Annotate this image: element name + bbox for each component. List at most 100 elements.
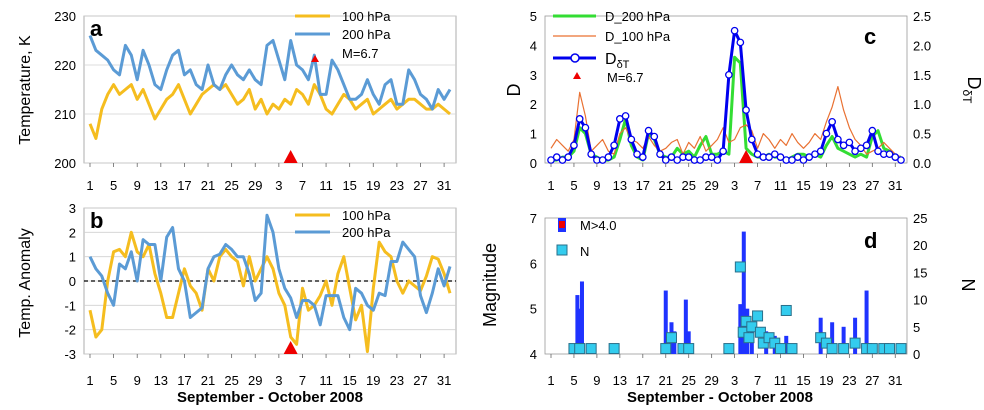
x-tick-label: 7 xyxy=(299,373,306,388)
magnitude-bar xyxy=(853,317,858,354)
panel-b-letter: b xyxy=(90,208,103,233)
count-point xyxy=(585,343,597,355)
x-tick-label: 5 xyxy=(570,373,577,388)
x-tick-label: 17 xyxy=(636,178,650,193)
legend-label-n: N xyxy=(580,244,589,259)
x-tick-label: 5 xyxy=(110,373,117,388)
series-100hpa-line xyxy=(88,83,451,140)
ddt-point xyxy=(638,153,647,161)
x-tick-label: 1 xyxy=(547,178,554,193)
x-tick-label: 29 xyxy=(248,373,262,388)
ddt-point xyxy=(822,129,831,138)
panel-d-letter: d xyxy=(864,228,877,253)
ddt-point xyxy=(587,150,596,159)
left-xaxis-title: September - October 2008 xyxy=(177,389,363,406)
x-tick-label: 15 xyxy=(342,178,356,193)
magnitude-bar xyxy=(577,308,582,354)
x-tick-label: 11 xyxy=(319,178,333,193)
y-right-tick-label: 15 xyxy=(913,265,927,280)
count-point xyxy=(838,343,850,355)
count-point xyxy=(775,343,787,355)
y-right-tick-label: 10 xyxy=(913,293,927,308)
y-tick-label: 5 xyxy=(530,9,537,24)
ddt-point xyxy=(627,135,636,144)
x-tick-label: 5 xyxy=(110,178,117,193)
ddt-point xyxy=(570,141,578,150)
ddt-point xyxy=(793,153,802,161)
ddt-point xyxy=(770,150,779,159)
ddt-point xyxy=(598,156,607,164)
count-point xyxy=(734,261,746,273)
x-tick-label: 15 xyxy=(796,373,810,388)
magnitude-bar xyxy=(741,231,746,354)
x-tick-label: 17 xyxy=(177,373,191,388)
x-tick-label: 25 xyxy=(681,178,695,193)
y-right-tick-label: 1.5 xyxy=(913,68,931,83)
x-tick-label: 7 xyxy=(754,178,761,193)
x-tick-label: 23 xyxy=(842,178,856,193)
x-tick-label: 17 xyxy=(636,373,650,388)
x-tick-label: 25 xyxy=(224,373,238,388)
legend-label-200hpa: 200 hPa xyxy=(342,225,391,240)
x-tick-label: 3 xyxy=(731,178,738,193)
y-right-tick-label: 0.5 xyxy=(913,127,931,142)
panel-d-ylabel: Magnitude xyxy=(480,243,500,327)
magnitude-bar xyxy=(686,331,691,354)
ddt-point xyxy=(730,26,739,35)
x-tick-label: 11 xyxy=(319,373,333,388)
x-tick-label: 21 xyxy=(201,178,215,193)
series-200hpa-line xyxy=(88,35,452,111)
legend-marker-magnitude-inner xyxy=(559,221,565,228)
x-tick-label: 1 xyxy=(86,178,93,193)
x-tick-label: 31 xyxy=(888,373,902,388)
ddt-point xyxy=(845,138,854,147)
panel-a-ylabel: Temperature, K xyxy=(17,35,34,145)
ddt-point xyxy=(684,153,693,161)
ddt-point xyxy=(868,126,877,135)
panel-c-ylabel-right: DδT xyxy=(960,76,984,104)
ddt-point xyxy=(753,150,762,159)
x-tick-label: 9 xyxy=(134,178,141,193)
count-point xyxy=(752,310,764,322)
panel-d-ylabel-right: N xyxy=(958,279,978,292)
ddt-point xyxy=(696,156,705,164)
y-tick-label: 0 xyxy=(69,274,76,289)
y-right-tick-label: 1.0 xyxy=(913,97,931,112)
count-point xyxy=(786,343,798,355)
legend-label-100hpa: 100 hPa xyxy=(342,208,391,223)
x-tick-label: 9 xyxy=(593,373,600,388)
x-tick-label: 15 xyxy=(342,373,356,388)
y-tick-label: 1 xyxy=(530,127,537,142)
ddt-point xyxy=(707,153,716,161)
ddt-point xyxy=(828,117,836,126)
panel-c-frame xyxy=(544,15,908,164)
y-tick-label: -1 xyxy=(64,298,76,313)
legend-marker-n xyxy=(556,244,568,256)
x-tick-label: 23 xyxy=(842,373,856,388)
y-right-tick-label: 0 xyxy=(913,347,920,362)
y-right-tick-label: 2.0 xyxy=(913,38,931,53)
count-point xyxy=(884,343,896,355)
x-tick-label: 13 xyxy=(154,373,168,388)
count-point xyxy=(849,337,861,349)
x-tick-label: 1 xyxy=(547,373,554,388)
x-tick-label: 21 xyxy=(201,373,215,388)
ddt-point xyxy=(851,147,859,156)
y-right-tick-label: 0.0 xyxy=(913,156,931,171)
panel-a-frame xyxy=(83,15,457,164)
ddt-point xyxy=(891,153,900,161)
x-tick-label: 27 xyxy=(413,178,427,193)
y-tick-label: 7 xyxy=(530,211,537,226)
earthquake-marker xyxy=(283,341,298,354)
ddt-point xyxy=(575,115,584,123)
series-d100-line xyxy=(550,85,902,158)
ddt-point xyxy=(856,144,865,153)
y-right-tick-label: 20 xyxy=(913,238,927,253)
ddt-point xyxy=(862,141,871,150)
y-tick-label: 4 xyxy=(530,38,537,53)
ddt-point xyxy=(656,150,664,159)
x-tick-label: 3 xyxy=(275,178,282,193)
x-tick-label: 13 xyxy=(613,373,627,388)
